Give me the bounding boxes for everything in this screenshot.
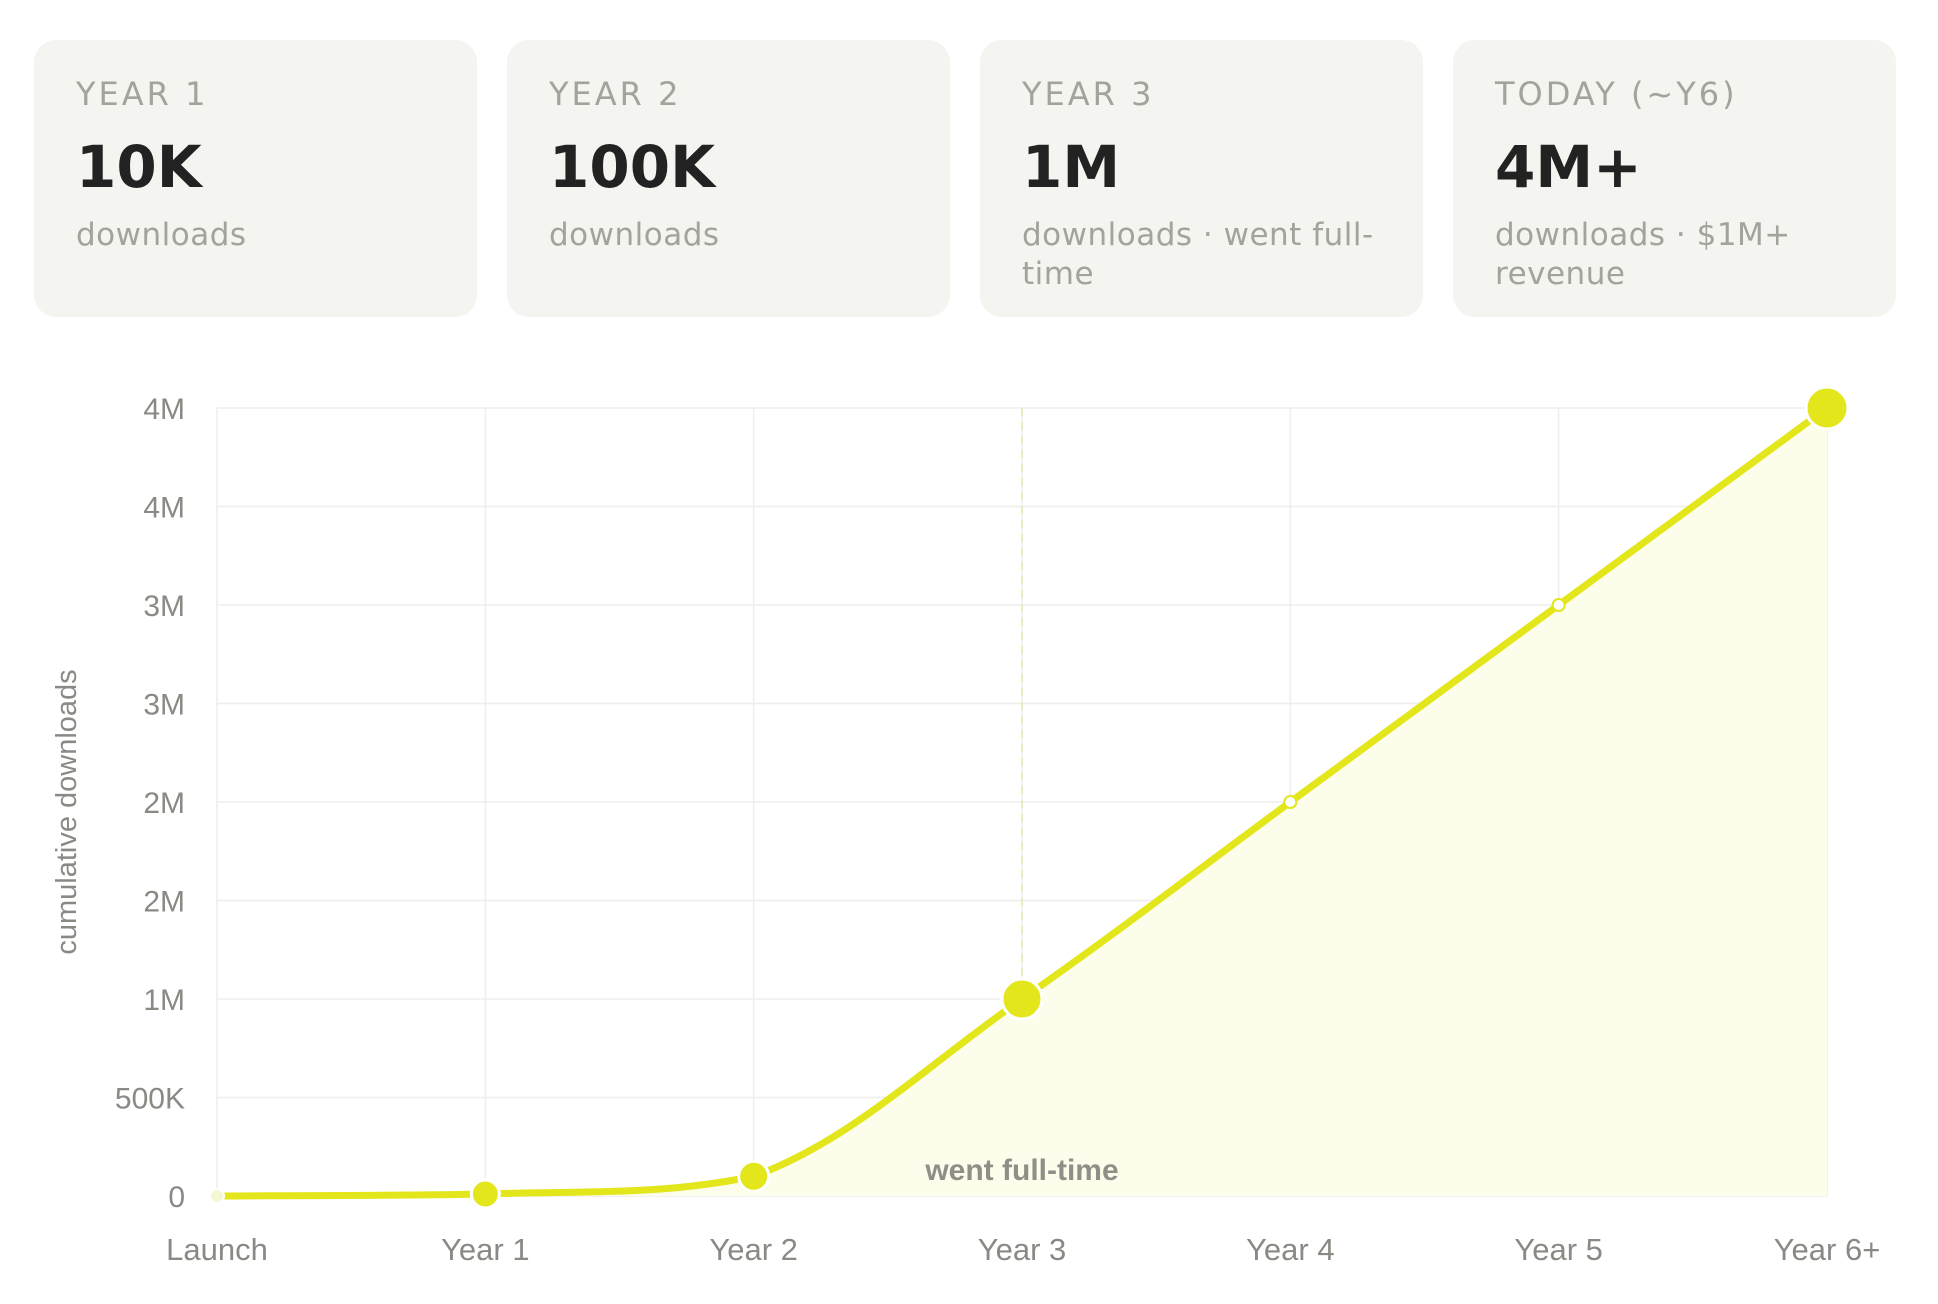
card-label: YEAR 1 (76, 75, 209, 113)
data-point (1283, 795, 1298, 809)
y-tick-label: 3M (143, 689, 185, 722)
card-value: 4M+ (1495, 133, 1642, 201)
card-value: 100K (549, 133, 716, 201)
card-year-1: YEAR 1 10K downloads (34, 40, 477, 317)
card-year-2: YEAR 2 100K downloads (507, 40, 950, 317)
card-today: TODAY (~Y6) 4M+ downloads · $1M+ revenue (1453, 40, 1896, 317)
y-tick-label: 2M (143, 886, 185, 919)
data-point (209, 1188, 225, 1204)
data-points (209, 385, 1850, 1210)
card-label: YEAR 3 (1022, 75, 1155, 113)
summary-cards: YEAR 1 10K downloads YEAR 2 100K downloa… (34, 40, 1896, 317)
card-label: TODAY (~Y6) (1495, 75, 1738, 113)
data-point (737, 1159, 771, 1193)
x-tick-label: Year 1 (441, 1232, 530, 1267)
data-point (1551, 598, 1566, 612)
y-tick-label: 3M (143, 590, 185, 623)
card-value: 1M (1022, 133, 1121, 201)
y-tick-label: 1M (143, 984, 185, 1017)
data-point (469, 1178, 501, 1210)
card-value: 10K (76, 133, 202, 201)
data-point (1804, 385, 1850, 431)
card-year-3: YEAR 3 1M downloads · went full-time (980, 40, 1423, 317)
card-label: YEAR 2 (549, 75, 682, 113)
y-tick-label: 4M (143, 492, 185, 525)
card-subtitle: downloads (76, 217, 247, 253)
card-subtitle: downloads · $1M+ revenue (1495, 217, 1791, 292)
x-tick-label: Launch (166, 1232, 268, 1267)
x-tick-label: Year 5 (1514, 1232, 1603, 1267)
x-tick-labels: Launch Year 1 Year 2 Year 3 Year 4 Year 5 Year… (166, 1232, 1880, 1267)
y-tick-labels: 0 500K 1M 2M 2M 3M 3M 4M 4M (115, 393, 185, 1214)
y-tick-label: 0 (168, 1181, 185, 1214)
data-point (1000, 977, 1044, 1021)
x-tick-label: Year 4 (1246, 1232, 1335, 1267)
card-subtitle: downloads · went full-time (1022, 217, 1374, 292)
y-axis-label: cumulative downloads (51, 669, 83, 954)
y-tick-label: 500K (115, 1083, 185, 1116)
y-tick-label: 2M (143, 787, 185, 820)
card-subtitle: downloads (549, 217, 720, 253)
x-tick-label: Year 6+ (1774, 1232, 1881, 1267)
y-tick-label: 4M (143, 393, 185, 426)
area-fill (217, 408, 1827, 1196)
annotation-label: went full-time (924, 1154, 1118, 1187)
x-tick-label: Year 2 (709, 1232, 798, 1267)
x-tick-label: Year 3 (978, 1232, 1067, 1267)
